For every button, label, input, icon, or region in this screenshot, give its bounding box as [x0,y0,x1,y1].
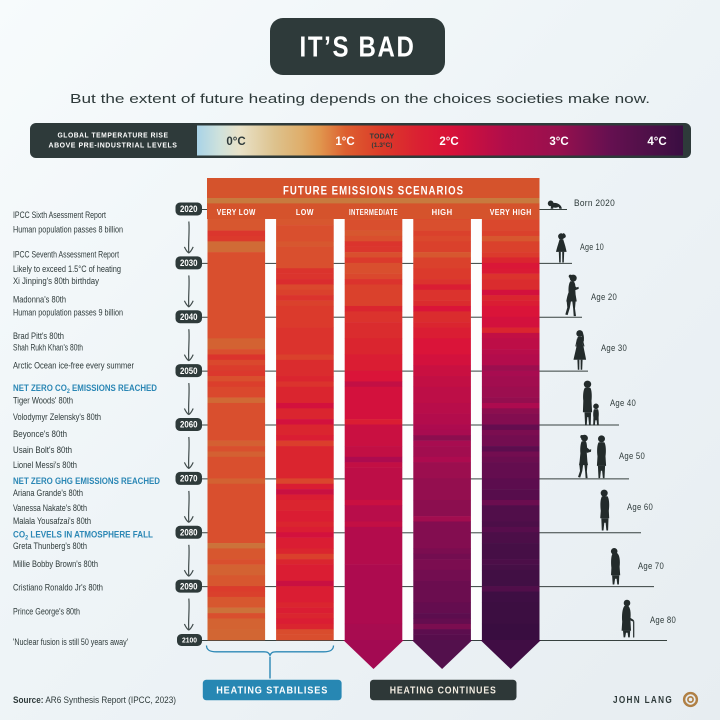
svg-text:NET ZERO CO2 EMISSIONS REACHED: NET ZERO CO2 EMISSIONS REACHED [13,383,157,395]
svg-text:1°C: 1°C [335,136,354,148]
svg-text:Age 40: Age 40 [610,398,636,408]
svg-text:Lionel Messi's 80th: Lionel Messi's 80th [13,460,77,470]
svg-text:2060: 2060 [180,420,198,430]
svg-text:2030: 2030 [180,258,198,268]
svg-text:HIGH: HIGH [432,208,453,217]
svg-text:Usain Bolt's 80th: Usain Bolt's 80th [13,445,72,455]
svg-text:Madonna's 80th: Madonna's 80th [13,295,66,305]
svg-text:VERY HIGH: VERY HIGH [490,208,532,217]
svg-text:Prince George's 80th: Prince George's 80th [13,607,80,617]
svg-text:HEATING CONTINUES: HEATING CONTINUES [390,686,497,697]
svg-text:Shah Rukh Khan's 80th: Shah Rukh Khan's 80th [13,342,83,352]
svg-text:But the extent of future heati: But the extent of future heating depends… [70,92,650,106]
svg-text:HEATING STABILISES: HEATING STABILISES [216,686,328,697]
svg-text:0°C: 0°C [226,136,245,148]
svg-text:GLOBAL TEMPERATURE RISE: GLOBAL TEMPERATURE RISE [58,131,169,140]
svg-text:CO2 LEVELS IN ATMOSPHERE FALL: CO2 LEVELS IN ATMOSPHERE FALL [13,530,153,542]
svg-text:Age 30: Age 30 [601,343,627,353]
svg-text:Age 10: Age 10 [580,242,604,252]
svg-text:2070: 2070 [180,474,198,484]
svg-text:3°C: 3°C [549,136,568,148]
svg-text:2020: 2020 [180,204,198,214]
svg-text:Millie Bobby Brown's 80th: Millie Bobby Brown's 80th [13,559,98,569]
svg-text:'Nuclear fusion is still 50 ye: 'Nuclear fusion is still 50 years away' [13,637,128,647]
svg-text:Born 2020: Born 2020 [574,198,615,208]
svg-text:Ariana Grande's 80th: Ariana Grande's 80th [13,488,83,498]
svg-text:Age 70: Age 70 [638,561,664,571]
svg-text:2050: 2050 [180,366,198,376]
svg-text:IPCC Seventh Assessment Report: IPCC Seventh Assessment Report [13,249,119,259]
svg-text:IT’S BAD: IT’S BAD [300,32,416,64]
svg-text:Beyonce's 80th: Beyonce's 80th [13,429,67,439]
svg-text:4°C: 4°C [647,136,666,148]
svg-text:ABOVE PRE-INDUSTRIAL LEVELS: ABOVE PRE-INDUSTRIAL LEVELS [49,141,178,150]
svg-text:2040: 2040 [180,312,198,322]
svg-text:VERY LOW: VERY LOW [217,208,256,217]
svg-text:2080: 2080 [180,528,198,538]
svg-text:Arctic Ocean ice-free every su: Arctic Ocean ice-free every summer [13,361,134,371]
svg-text:Greta Thunberg's 80th: Greta Thunberg's 80th [13,541,87,551]
svg-text:(1.3°C): (1.3°C) [372,141,393,149]
svg-text:2090: 2090 [180,581,198,591]
svg-text:Brad Pitt's 80th: Brad Pitt's 80th [13,331,64,341]
svg-text:2°C: 2°C [439,136,458,148]
svg-text:Age 80: Age 80 [650,615,676,625]
svg-text:LOW: LOW [296,208,314,217]
svg-text:Source: AR6 Synthesis Report (: Source: AR6 Synthesis Report (IPCC, 2023… [13,695,176,705]
svg-text:Tiger Woods' 80th: Tiger Woods' 80th [13,396,73,406]
svg-text:IPCC Sixth Asessment Report: IPCC Sixth Asessment Report [13,210,106,220]
svg-text:Age 60: Age 60 [627,502,653,512]
svg-text:NET ZERO GHG EMISSIONS REACHED: NET ZERO GHG EMISSIONS REACHED [13,476,160,487]
svg-text:Likely to exceed 1.5°C of heat: Likely to exceed 1.5°C of heating [13,264,121,274]
svg-text:Human population passes 9 bill: Human population passes 9 billion [13,308,123,318]
svg-text:FUTURE EMISSIONS SCENARIOS: FUTURE EMISSIONS SCENARIOS [283,186,464,198]
svg-text:INTERMEDIATE: INTERMEDIATE [349,208,398,217]
svg-text:Vanessa Nakate's 80th: Vanessa Nakate's 80th [13,503,87,513]
svg-text:Human population passes 8 bill: Human population passes 8 billion [13,225,123,235]
svg-text:Xi Jinping's 80th birthday: Xi Jinping's 80th birthday [13,276,99,286]
svg-text:Cristiano Ronaldo Jr's 80th: Cristiano Ronaldo Jr's 80th [13,582,103,592]
svg-text:JOHN LANG: JOHN LANG [613,695,673,706]
svg-text:Malala Yousafzai's 80th: Malala Yousafzai's 80th [13,516,91,526]
svg-text:Age 20: Age 20 [591,292,617,302]
svg-text:2100: 2100 [182,638,197,645]
svg-text:TODAY: TODAY [370,134,395,141]
svg-text:Age 50: Age 50 [619,451,645,461]
svg-text:Volodymyr Zelensky's 80th: Volodymyr Zelensky's 80th [13,412,101,422]
